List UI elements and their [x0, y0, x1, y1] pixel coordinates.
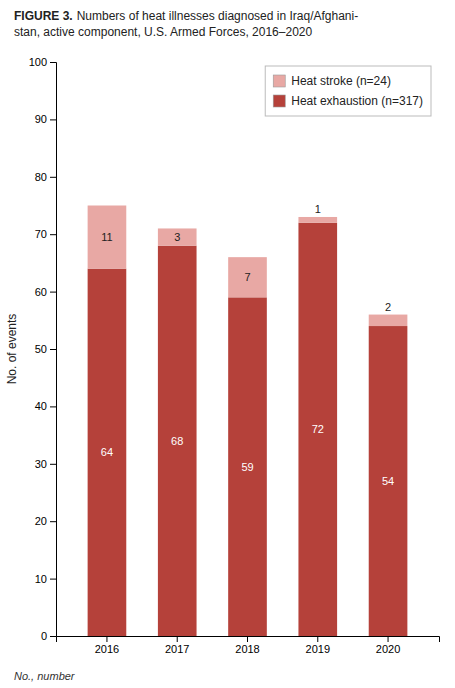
tick-mark	[388, 636, 389, 642]
subtitle-line: stan, active component, U.S. Armed Force…	[14, 25, 312, 39]
bar	[158, 246, 197, 636]
y-axis: 0 10 20 30 40 50 60 70 80 90 100	[29, 56, 57, 642]
tick-mark	[50, 349, 56, 350]
bar	[369, 326, 408, 636]
subtitle: Numbers of heat illnesses diagnosed in I…	[14, 9, 358, 39]
legend-swatch	[273, 95, 285, 107]
tick: 2019	[306, 636, 330, 655]
tick-label: 40	[35, 400, 47, 412]
tick-label: 90	[35, 113, 47, 125]
chart: FIGURE 3. Numbers of heat illnesses diagn…	[0, 0, 455, 688]
series	[88, 206, 408, 327]
tick: 70	[35, 228, 56, 240]
bar	[228, 297, 267, 636]
tick-label: 0	[41, 630, 47, 642]
tick-mark	[317, 636, 318, 642]
tick-label: 2016	[95, 643, 119, 655]
tick-label: 20	[35, 515, 47, 527]
data-label: 59	[241, 461, 253, 473]
tick-mark	[50, 521, 56, 522]
tick-label: 60	[35, 286, 47, 298]
tick: 0	[41, 630, 56, 642]
tick-mark	[247, 636, 248, 642]
legend-label: Heat stroke (n=24)	[291, 74, 391, 88]
tick-mark	[106, 636, 107, 642]
tick-label: 10	[35, 573, 47, 585]
bars	[88, 206, 408, 637]
footnote: No., number	[14, 670, 76, 682]
tick: 60	[35, 286, 56, 298]
tick: 90	[35, 113, 56, 125]
axis-line	[50, 63, 57, 637]
data-labels: 64 68 59 72 54 11 3 7 1 2	[101, 203, 394, 487]
tick: 2020	[376, 636, 400, 655]
legend: Heat stroke (n=24) Heat exhaustion (n=317…	[265, 66, 431, 116]
tick-label: 2019	[306, 643, 330, 655]
x-axis: 2016 2017 2018 2019 2020	[57, 636, 440, 655]
legend-item: Heat stroke (n=24)	[273, 74, 391, 88]
legend-item: Heat exhaustion (n=317)	[273, 94, 423, 108]
data-label: 72	[312, 423, 324, 435]
tick-mark	[50, 292, 56, 293]
bar	[88, 206, 127, 269]
series	[88, 223, 408, 636]
tick: 2018	[235, 636, 259, 655]
bar	[369, 315, 408, 326]
tick-mark	[50, 62, 56, 63]
tick-label: 70	[35, 228, 47, 240]
tick: 100	[29, 56, 56, 68]
bar	[298, 217, 337, 223]
tick-label: 100	[29, 56, 47, 68]
tick-label: 2018	[235, 643, 259, 655]
title: FIGURE 3.	[14, 9, 73, 23]
tick: 10	[35, 573, 56, 585]
tick-label: 30	[35, 458, 47, 470]
tick-label: 50	[35, 343, 47, 355]
data-label: 1	[315, 203, 321, 215]
y-axis-label: No. of events	[5, 314, 19, 385]
subtitle-line: Numbers of heat illnesses diagnosed in I…	[77, 9, 359, 23]
data-label: 64	[101, 446, 113, 458]
data-label: 3	[174, 231, 180, 243]
tick-mark	[50, 579, 56, 580]
data-label: 2	[385, 301, 391, 313]
axis-line	[57, 637, 440, 643]
bar	[298, 223, 337, 636]
tick-mark	[50, 636, 56, 637]
data-label: 68	[171, 435, 183, 447]
bar	[228, 257, 267, 297]
tick-mark	[50, 406, 56, 407]
data-label: 11	[101, 231, 112, 243]
bar	[158, 228, 197, 245]
tick-mark	[50, 177, 56, 178]
bar	[88, 269, 127, 636]
legend-frame	[265, 66, 431, 116]
tick: 20	[35, 515, 56, 527]
tick-mark	[50, 464, 56, 465]
legend-swatch	[273, 75, 285, 87]
data-label: 7	[244, 271, 250, 283]
tick-mark	[50, 119, 56, 120]
legend-label: Heat exhaustion (n=317)	[291, 94, 423, 108]
tick: 80	[35, 171, 56, 183]
tick-label: 80	[35, 171, 47, 183]
tick-mark	[50, 234, 56, 235]
tick: 2017	[165, 636, 189, 655]
data-label: 54	[382, 475, 394, 487]
tick-mark	[177, 636, 178, 642]
tick: 40	[35, 400, 56, 412]
tick: 30	[35, 458, 56, 470]
tick-label: 2020	[376, 643, 400, 655]
plot: 6468597254113712010203040506070809010020…	[5, 56, 440, 655]
tick: 2016	[95, 636, 119, 655]
tick: 50	[35, 343, 56, 355]
tick-label: 2017	[165, 643, 189, 655]
